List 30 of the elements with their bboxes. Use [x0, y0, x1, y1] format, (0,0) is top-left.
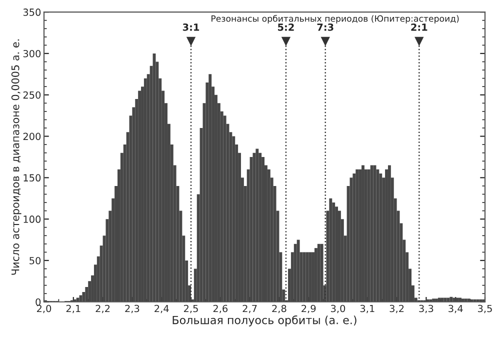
- y-tick-label: 350: [23, 8, 41, 16]
- y-tick-label: 100: [24, 216, 41, 223]
- y-tick-label: 200: [23, 132, 41, 140]
- y-axis-title: Число астероидов в диапазоне 0,0005 а. е.: [11, 39, 22, 275]
- x-tick-label: 2,1: [66, 304, 80, 314]
- annotation: Резонансы орбитальных периодов (Юпитер:астероид): [212, 14, 459, 24]
- x-tick-label: 2,2: [96, 304, 110, 314]
- x-tick-label: 3,2: [390, 304, 404, 314]
- x-tick-label: 3,3: [419, 304, 434, 314]
- x-tick-label: 2,9: [302, 304, 316, 314]
- y-tick-label: 50: [30, 256, 41, 264]
- annotation: 5:2: [278, 23, 294, 31]
- y-tick-label: 300: [23, 50, 41, 58]
- x-tick-label: 2,0: [36, 304, 52, 314]
- annotation: 3:1: [182, 23, 200, 31]
- x-axis-title: Большая полуось орбиты (а. е.): [172, 315, 356, 326]
- x-tick-label: 2,6: [213, 304, 228, 314]
- x-tick-label: 2,7: [242, 304, 257, 314]
- x-tick-label: 2,4: [154, 304, 169, 314]
- x-tick-label: 2,5: [184, 304, 198, 314]
- x-tick-label: 2,8: [272, 304, 286, 314]
- x-tick-label: 3,1: [360, 304, 374, 314]
- x-tick-label: 3,0: [331, 304, 346, 314]
- y-tick-label: 250: [23, 91, 41, 99]
- y-tick-label: 150: [24, 174, 41, 182]
- annotation: 2:1: [411, 23, 428, 31]
- x-tick-label: 2,3: [125, 304, 140, 314]
- x-tick-label: 3,5: [478, 304, 492, 314]
- x-tick-label: 3,4: [448, 304, 463, 314]
- annotation: 7:3: [317, 23, 334, 31]
